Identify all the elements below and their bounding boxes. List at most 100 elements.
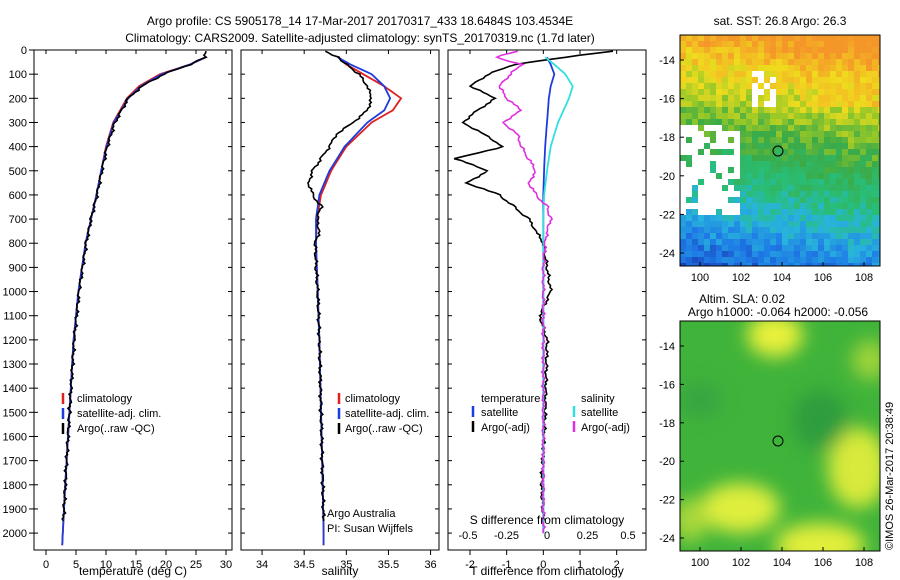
- sst-cell: [788, 53, 794, 59]
- sst-cell: [878, 113, 880, 119]
- sst-cell: [704, 221, 710, 227]
- sst-cell: [740, 227, 746, 233]
- sst-cell: [866, 119, 872, 125]
- sst-cell: [818, 215, 824, 221]
- sst-cell: [722, 215, 728, 221]
- sst-cell: [830, 233, 836, 239]
- sst-cell: [860, 113, 866, 119]
- temperature-xlabel: temperature (deg C): [79, 564, 187, 578]
- sst-cell: [824, 41, 830, 47]
- sst-cell: [716, 65, 722, 71]
- sst-cell: [788, 245, 794, 251]
- sst-cell: [740, 149, 746, 155]
- sst-cell: [752, 77, 758, 83]
- sst-cell: [698, 233, 704, 239]
- sst-cell: [854, 221, 860, 227]
- sla-blob: [792, 390, 848, 450]
- sst-cell: [866, 155, 872, 161]
- sst-cell: [680, 185, 686, 191]
- sst-cell: [728, 89, 734, 95]
- sst-cell: [818, 155, 824, 161]
- sst-cell: [680, 89, 686, 95]
- sst-cell: [848, 137, 854, 143]
- sst-cell: [764, 77, 770, 83]
- sst-cell: [752, 59, 758, 65]
- sst-cell: [836, 161, 842, 167]
- sst-cell: [842, 143, 848, 149]
- sst-cell: [686, 107, 692, 113]
- sst-cell: [824, 251, 830, 257]
- sst-cell: [734, 41, 740, 47]
- sst-cell: [686, 179, 692, 185]
- sst-cell: [818, 209, 824, 215]
- sst-cell: [866, 251, 872, 257]
- sst-cell: [722, 209, 728, 215]
- sst-cell: [686, 59, 692, 65]
- sst-cell: [710, 65, 716, 71]
- sst-cell: [686, 77, 692, 83]
- sst-cell: [818, 167, 824, 173]
- sst-cell: [842, 113, 848, 119]
- sst-cell: [806, 221, 812, 227]
- sst-cell: [848, 245, 854, 251]
- sst-cell: [824, 119, 830, 125]
- sst-cell: [794, 161, 800, 167]
- map-x-tick-label: 100: [691, 557, 709, 569]
- sst-cell: [818, 119, 824, 125]
- sst-cell: [740, 59, 746, 65]
- sst-cell: [728, 197, 734, 203]
- sst-cell: [746, 209, 752, 215]
- sst-cell: [722, 185, 728, 191]
- sst-cell: [830, 251, 836, 257]
- sst-cell: [680, 161, 686, 167]
- sst-cell: [722, 35, 728, 41]
- sst-cell: [782, 233, 788, 239]
- sst-cell: [800, 95, 806, 101]
- sst-cell: [752, 215, 758, 221]
- depth-tick-label: 700: [9, 214, 27, 226]
- sst-cell: [722, 191, 728, 197]
- legend-s-argo-label: Argo(-adj): [581, 422, 630, 434]
- sst-cell: [686, 203, 692, 209]
- sst-cell: [866, 65, 872, 71]
- sst-cell: [734, 113, 740, 119]
- sst-cell: [842, 227, 848, 233]
- sst-cell: [848, 239, 854, 245]
- sst-cell: [734, 119, 740, 125]
- sst-cell: [878, 215, 880, 221]
- sst-cell: [848, 227, 854, 233]
- sst-cell: [782, 215, 788, 221]
- sst-cell: [758, 179, 764, 185]
- sst-cell: [800, 257, 806, 263]
- sst-cell: [752, 173, 758, 179]
- sst-cell: [836, 143, 842, 149]
- sst-cell: [746, 59, 752, 65]
- sst-cell: [728, 77, 734, 83]
- sst-cell: [764, 191, 770, 197]
- sst-cell: [788, 65, 794, 71]
- sst-cell: [848, 95, 854, 101]
- sst-cell: [878, 101, 880, 107]
- sst-cell: [692, 191, 698, 197]
- sst-cell: [710, 95, 716, 101]
- sst-cell: [872, 257, 878, 263]
- sst-cell: [740, 245, 746, 251]
- sst-cell: [794, 179, 800, 185]
- sst-cell: [764, 71, 770, 77]
- sst-cell: [752, 221, 758, 227]
- sst-cell: [686, 251, 692, 257]
- sst-cell: [794, 209, 800, 215]
- sst-cell: [764, 239, 770, 245]
- sst-cell: [782, 83, 788, 89]
- sst-cell: [746, 245, 752, 251]
- sst-cell: [746, 143, 752, 149]
- sst-cell: [872, 167, 878, 173]
- sst-cell: [842, 221, 848, 227]
- sst-cell: [794, 95, 800, 101]
- sst-cell: [818, 149, 824, 155]
- sst-cell: [842, 89, 848, 95]
- sla-blob: [747, 321, 803, 357]
- sst-cell: [782, 173, 788, 179]
- x-tick-label: 25: [190, 559, 202, 571]
